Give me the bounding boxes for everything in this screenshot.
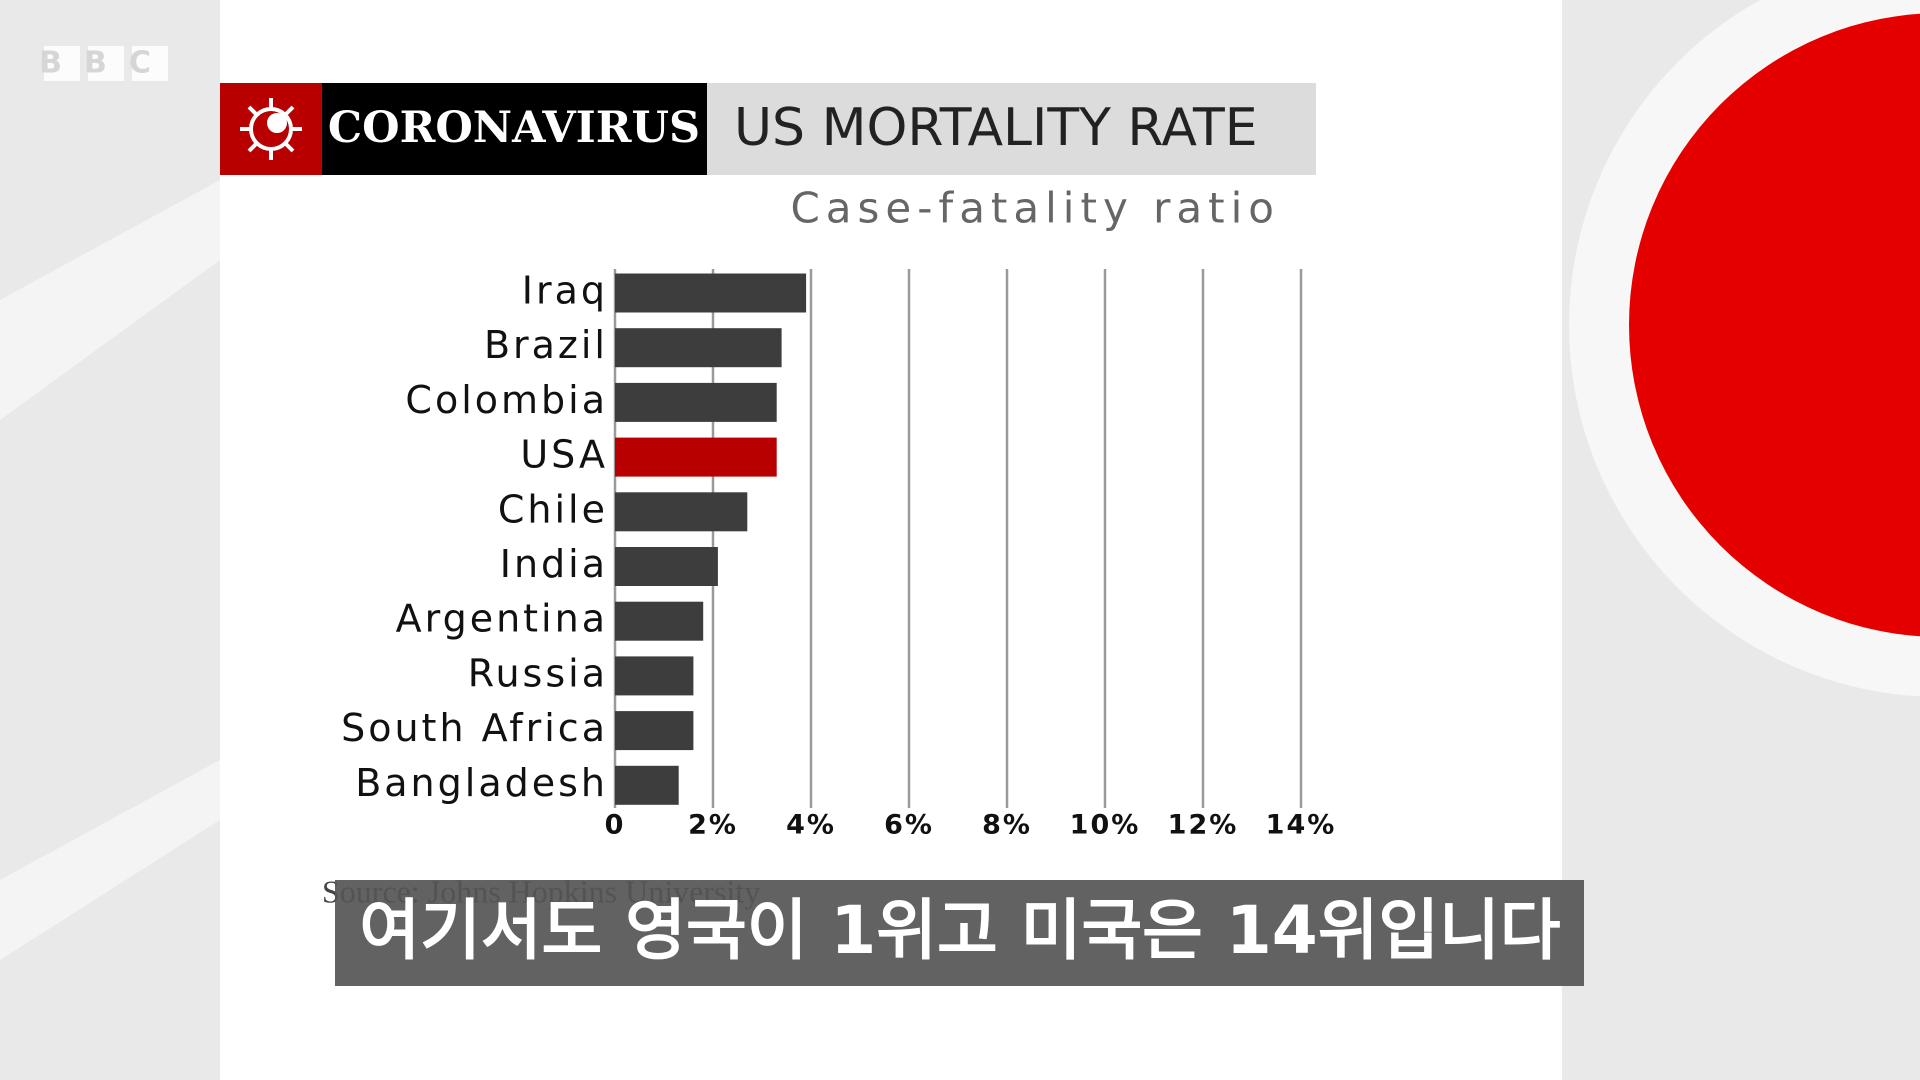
bar bbox=[615, 382, 777, 422]
title-box bbox=[707, 83, 1316, 175]
y-tick-label: Chile bbox=[498, 487, 608, 531]
x-tick-label: 12% bbox=[1168, 810, 1239, 841]
bar bbox=[615, 328, 782, 368]
chart-title: US MORTALITY RATE bbox=[734, 98, 1258, 158]
y-tick-label: India bbox=[500, 542, 608, 586]
x-tick-label: 6% bbox=[884, 810, 934, 841]
y-tick-label: Bangladesh bbox=[355, 761, 608, 805]
x-tick-label: 10% bbox=[1070, 810, 1141, 841]
y-tick-label: South Africa bbox=[341, 706, 608, 750]
background-stripe bbox=[0, 180, 220, 420]
x-tick-label: 14% bbox=[1266, 810, 1337, 841]
brand: BBC bbox=[39, 46, 173, 81]
x-tick-label: 0 bbox=[605, 810, 626, 841]
chart-subtitle: Case-fatality ratio bbox=[790, 184, 1280, 233]
badge: CORONAVIRUS bbox=[328, 103, 700, 153]
y-tick-label: Iraq bbox=[522, 269, 608, 313]
bar bbox=[615, 273, 807, 313]
bar bbox=[615, 601, 704, 641]
plot: 0 2% 4% 6% 8% 10% 12% 14% Iraq Brazil Colombia USA C… bbox=[341, 269, 1337, 841]
y-tick-label: Brazil bbox=[484, 323, 608, 367]
background-stripe bbox=[0, 760, 220, 960]
y-tick-label: Argentina bbox=[396, 597, 608, 641]
bar bbox=[615, 765, 679, 805]
bar bbox=[615, 711, 694, 751]
bar bbox=[615, 437, 777, 477]
x-tick-label: 8% bbox=[982, 810, 1032, 841]
bar bbox=[615, 492, 748, 532]
badge-box bbox=[322, 83, 707, 175]
y-tick-label: Russia bbox=[468, 651, 608, 695]
red-disc bbox=[1629, 13, 1920, 637]
y-tick-label: Colombia bbox=[405, 378, 608, 422]
y-tick-label: USA bbox=[520, 433, 608, 477]
bbc-logo bbox=[44, 46, 168, 81]
caption: 여기서도 영국이 1위고 미국은 14위입니다 bbox=[359, 892, 1560, 969]
bar bbox=[615, 656, 694, 696]
x-tick-label: 2% bbox=[688, 810, 738, 841]
x-tick-label: 4% bbox=[786, 810, 836, 841]
caption-box bbox=[335, 880, 1584, 986]
bar bbox=[615, 547, 718, 586]
virus-icon bbox=[240, 98, 302, 160]
